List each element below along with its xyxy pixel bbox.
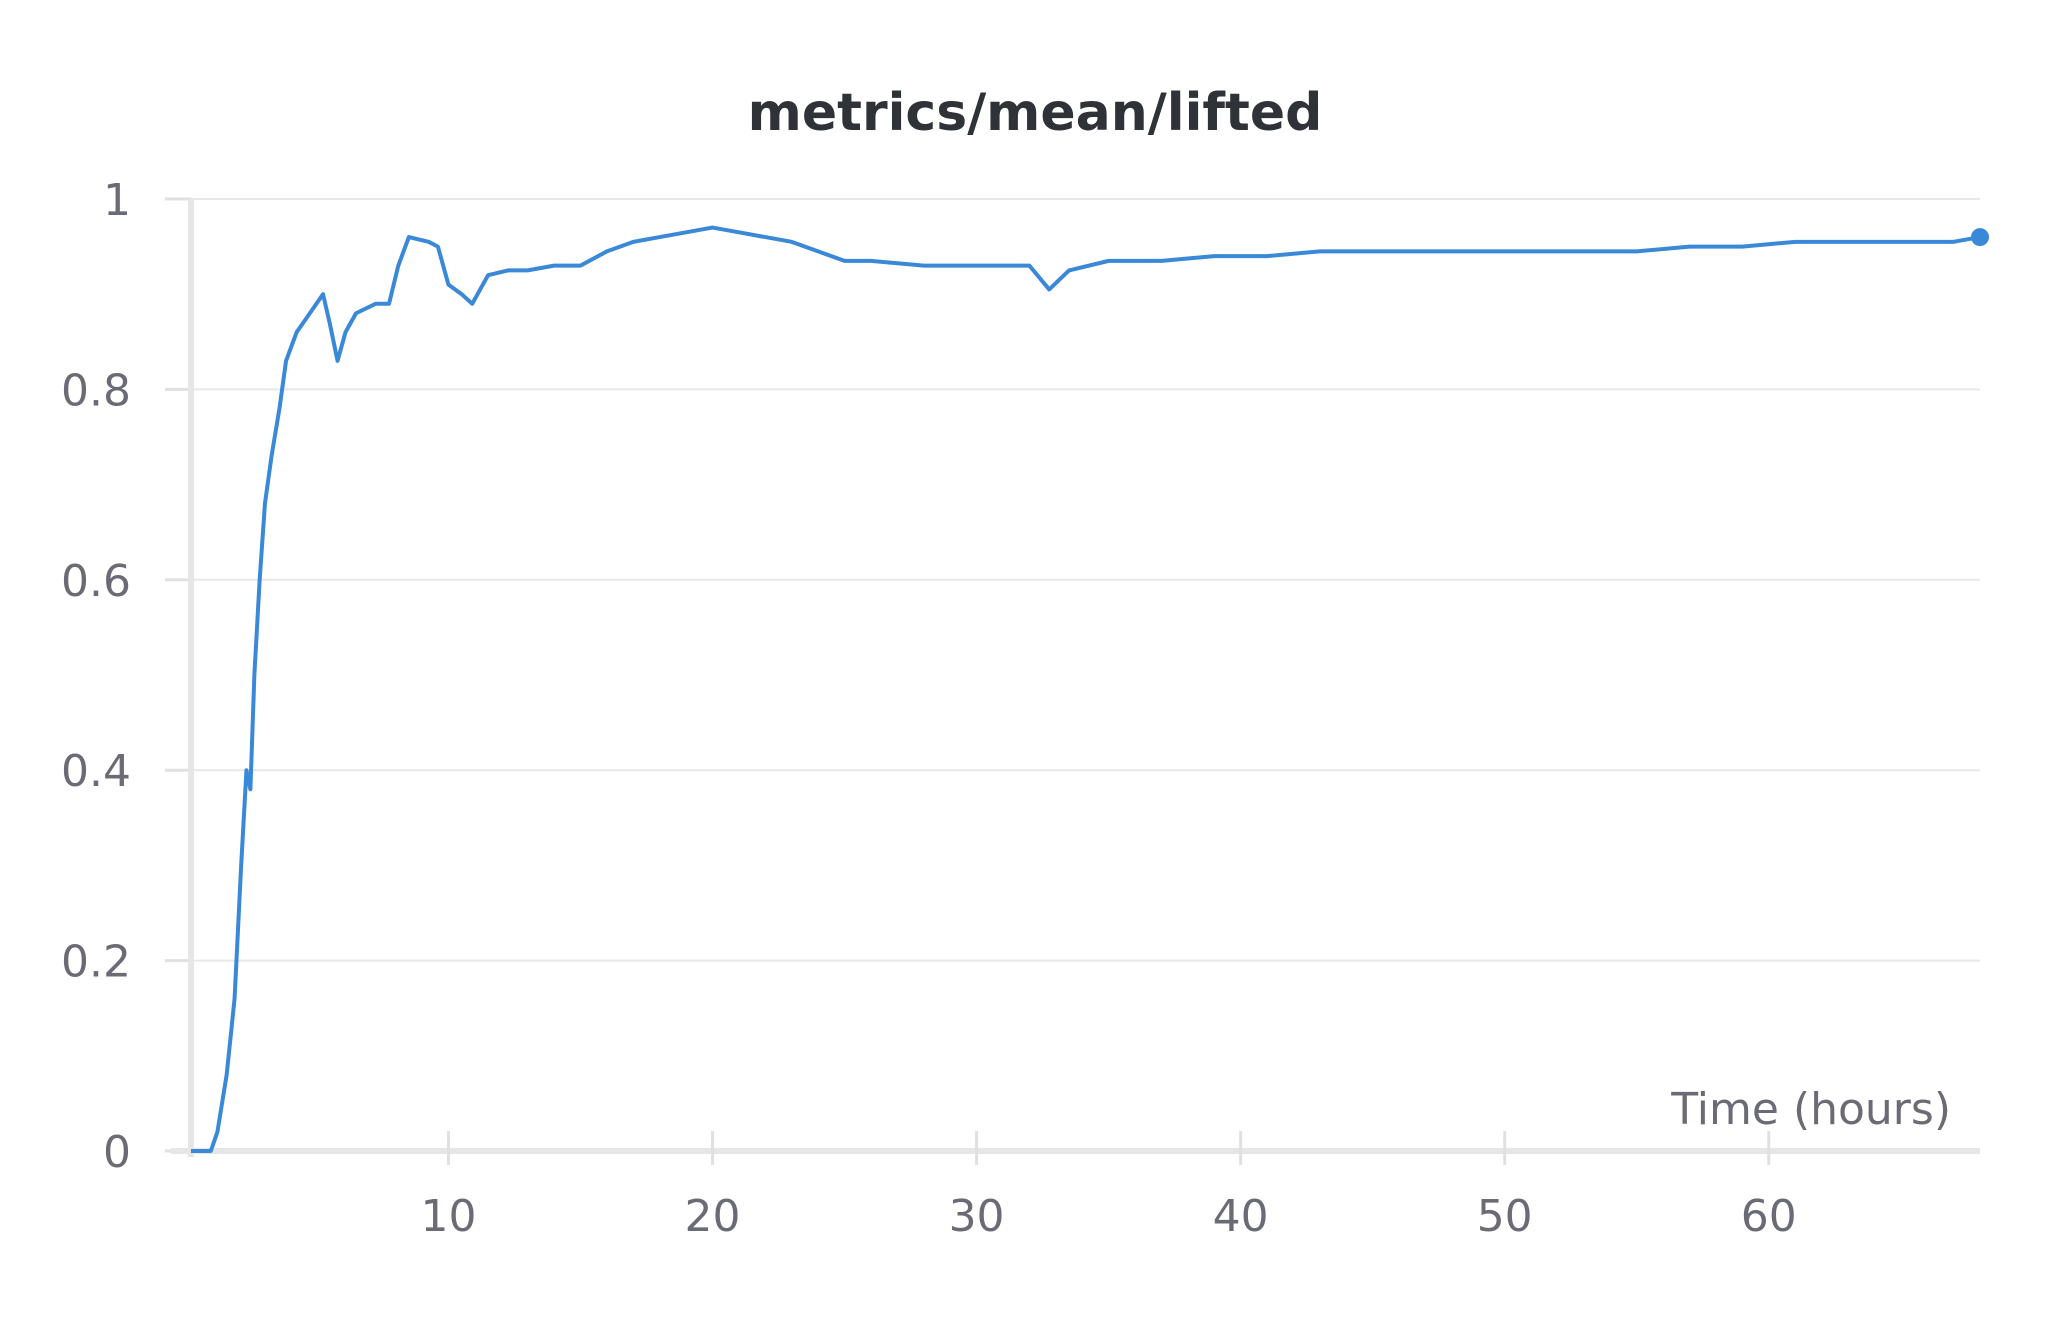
y-tick-label: 0.6	[61, 556, 131, 607]
x-tick-label: 20	[685, 1191, 741, 1242]
x-tick-label: 60	[1741, 1191, 1797, 1242]
end-point	[1971, 228, 1989, 247]
y-tick-label: 0.8	[61, 365, 131, 416]
x-tick-label: 50	[1477, 1191, 1533, 1242]
y-tick-label: 0.4	[61, 746, 131, 797]
x-tick-label: 10	[420, 1191, 476, 1242]
y-tick-label: 0	[103, 1127, 131, 1178]
x-tick-label: 30	[949, 1191, 1005, 1242]
y-tick-label: 1	[103, 175, 131, 226]
x-axis-label: Time (hours)	[1670, 1084, 1951, 1135]
chart-title: metrics/mean/lifted	[748, 83, 1323, 143]
y-tick-label: 0.2	[61, 937, 131, 988]
x-tick-label: 40	[1213, 1191, 1269, 1242]
data-line	[191, 225, 1981, 1153]
